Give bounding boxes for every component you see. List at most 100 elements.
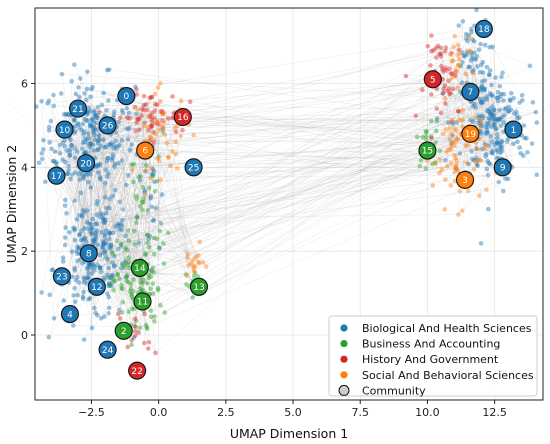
graph-edge (455, 91, 461, 169)
data-point-bio (490, 93, 495, 99)
data-point-bio (464, 49, 470, 54)
data-point-soc (451, 142, 457, 148)
graph-edge (122, 153, 487, 221)
data-point-soc (178, 98, 184, 104)
data-point-bio (469, 157, 475, 162)
data-point-bio (497, 116, 503, 121)
graph-edge (450, 71, 473, 94)
data-point-bio (41, 137, 46, 143)
data-point-bio (109, 140, 114, 146)
graph-edge (458, 98, 514, 112)
graph-edge (79, 160, 482, 236)
community-circle (128, 361, 147, 380)
graph-edge (133, 290, 139, 293)
community-circle (423, 70, 442, 89)
graph-edge (103, 118, 106, 235)
data-point-bio (494, 147, 499, 153)
graph-edge (102, 219, 112, 276)
data-point-bio (72, 117, 78, 123)
data-point-bio (103, 217, 108, 223)
data-point-bio (72, 285, 77, 291)
data-point-his (160, 111, 165, 116)
data-point-bio (70, 172, 75, 177)
data-point-bio (485, 158, 490, 164)
data-point-bio (442, 157, 448, 163)
graph-edge (452, 109, 494, 121)
data-point-bio (499, 74, 504, 80)
graph-edge (94, 153, 177, 309)
graph-edge (133, 152, 425, 292)
graph-edge (87, 133, 156, 354)
data-point-his (160, 125, 166, 131)
data-point-bio (64, 148, 69, 153)
graph-edge (41, 153, 55, 162)
graph-edge (103, 92, 426, 169)
data-point-bio (117, 199, 123, 205)
graph-edge (130, 262, 192, 285)
data-point-bus (140, 184, 146, 190)
data-point-bio (39, 98, 44, 104)
data-point-bio (479, 79, 485, 84)
graph-edge (92, 160, 160, 289)
graph-edge (488, 116, 492, 146)
data-point-bio (468, 26, 474, 32)
data-point-soc (174, 166, 180, 171)
graph-edge (84, 126, 91, 155)
data-point-soc (448, 52, 453, 57)
data-point-soc (452, 152, 457, 158)
data-point-soc (148, 175, 153, 181)
graph-edge (88, 277, 141, 280)
data-point-bio (80, 214, 85, 219)
data-point-soc (155, 155, 160, 161)
data-point-bio (524, 136, 529, 141)
graph-edge (41, 234, 80, 293)
graph-edge (95, 109, 139, 168)
data-point-bio (496, 118, 501, 123)
graph-edge (90, 122, 145, 188)
graph-edge (90, 143, 122, 289)
graph-edge (111, 251, 133, 296)
data-point-bio (481, 87, 487, 93)
graph-edge (84, 141, 145, 308)
data-point-soc (450, 139, 456, 145)
data-point-soc (452, 33, 458, 39)
data-point-bus (107, 283, 113, 288)
data-point-bio (63, 225, 68, 230)
data-point-bio (527, 63, 533, 69)
graph-edge (484, 111, 509, 149)
graph-edge (450, 93, 500, 111)
data-point-bio (476, 157, 482, 163)
data-point-bio (490, 150, 495, 156)
data-point-bio (80, 140, 86, 146)
data-point-bio (97, 214, 103, 220)
data-point-bio (112, 263, 117, 268)
data-point-bio (122, 258, 128, 264)
graph-edge (451, 21, 464, 145)
data-point-his (156, 121, 161, 127)
graph-edge (67, 126, 200, 243)
data-point-bio (483, 154, 488, 159)
community-marker-3: 3 (456, 170, 475, 189)
data-point-bio (521, 123, 527, 128)
data-point-bio (78, 190, 84, 195)
data-point-bio (83, 172, 89, 177)
graph-edge (95, 114, 155, 255)
data-point-bio (102, 180, 108, 186)
graph-edge (86, 210, 156, 354)
graph-edge (89, 175, 489, 225)
data-point-his (441, 86, 446, 92)
data-point-bio (95, 115, 100, 121)
data-point-bio (487, 44, 492, 50)
data-point-his (434, 106, 440, 111)
graph-edge (90, 247, 160, 269)
graph-edge (126, 128, 149, 211)
graph-edge (99, 237, 155, 268)
data-point-bio (113, 138, 118, 144)
data-point-bio (506, 104, 512, 110)
graph-edge (157, 154, 455, 182)
data-point-bus (195, 274, 201, 279)
graph-edge (454, 74, 468, 85)
data-point-bio (115, 223, 121, 229)
data-point-his (442, 49, 448, 54)
data-point-bio (112, 223, 118, 229)
